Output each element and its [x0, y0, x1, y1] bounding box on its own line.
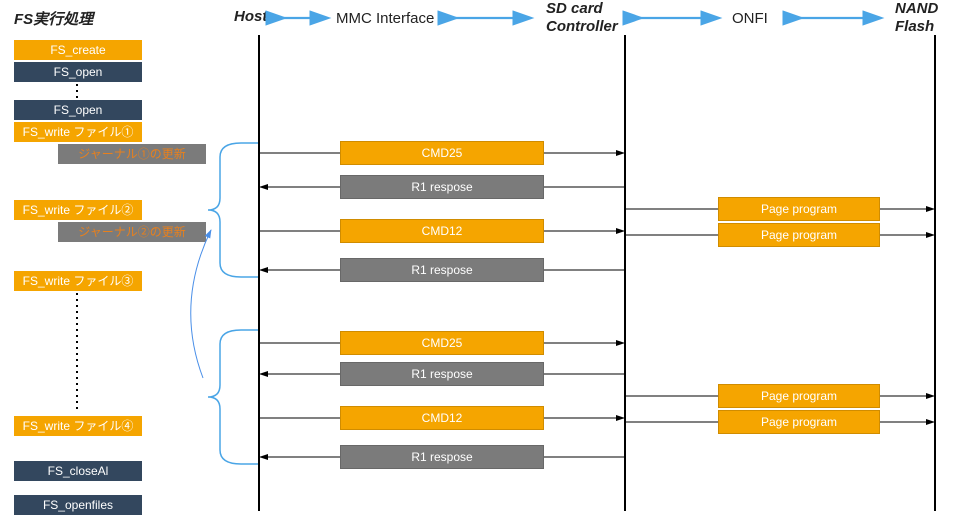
fs-step: FS_write ファイル④: [14, 416, 142, 436]
bracket-shapes: [208, 143, 258, 464]
sd-header-1: SD card: [546, 0, 603, 17]
fs-step: FS_open: [14, 62, 142, 82]
fs-step: FS_write ファイル①: [14, 122, 142, 142]
fs-step: FS_openfiles: [14, 495, 142, 515]
thin-pointer-arrow: [191, 230, 211, 378]
sd-header-2: Controller: [546, 18, 618, 35]
fs-title: FS実行処理: [14, 8, 93, 29]
nand-header-2: Flash: [895, 18, 934, 35]
page-program: Page program: [718, 410, 880, 434]
fs-step: FS_create: [14, 40, 142, 60]
mmc-message: R1 respose: [340, 445, 544, 469]
fs-step: FS_closeAl: [14, 461, 142, 481]
mmc-header: MMC Interface: [336, 10, 434, 27]
fs-step: FS_write ファイル③: [14, 271, 142, 291]
mmc-message: R1 respose: [340, 258, 544, 282]
mmc-message: CMD12: [340, 219, 544, 243]
mmc-message: CMD12: [340, 406, 544, 430]
mmc-message: CMD25: [340, 141, 544, 165]
mmc-message: CMD25: [340, 331, 544, 355]
nand-header-1: NAND: [895, 0, 938, 17]
fs-step: FS_open: [14, 100, 142, 120]
fs-step: FS_write ファイル②: [14, 200, 142, 220]
mmc-message: R1 respose: [340, 362, 544, 386]
host-header: Host: [234, 8, 267, 25]
mmc-message: R1 respose: [340, 175, 544, 199]
fs-step: ジャーナル①の更新: [58, 144, 206, 164]
page-program: Page program: [718, 384, 880, 408]
onfi-header: ONFI: [732, 10, 768, 27]
fs-step: ジャーナル②の更新: [58, 222, 206, 242]
sd-lifeline: [624, 35, 626, 511]
nand-lifeline: [934, 35, 936, 511]
page-program: Page program: [718, 197, 880, 221]
page-program: Page program: [718, 223, 880, 247]
host-lifeline: [258, 35, 260, 511]
